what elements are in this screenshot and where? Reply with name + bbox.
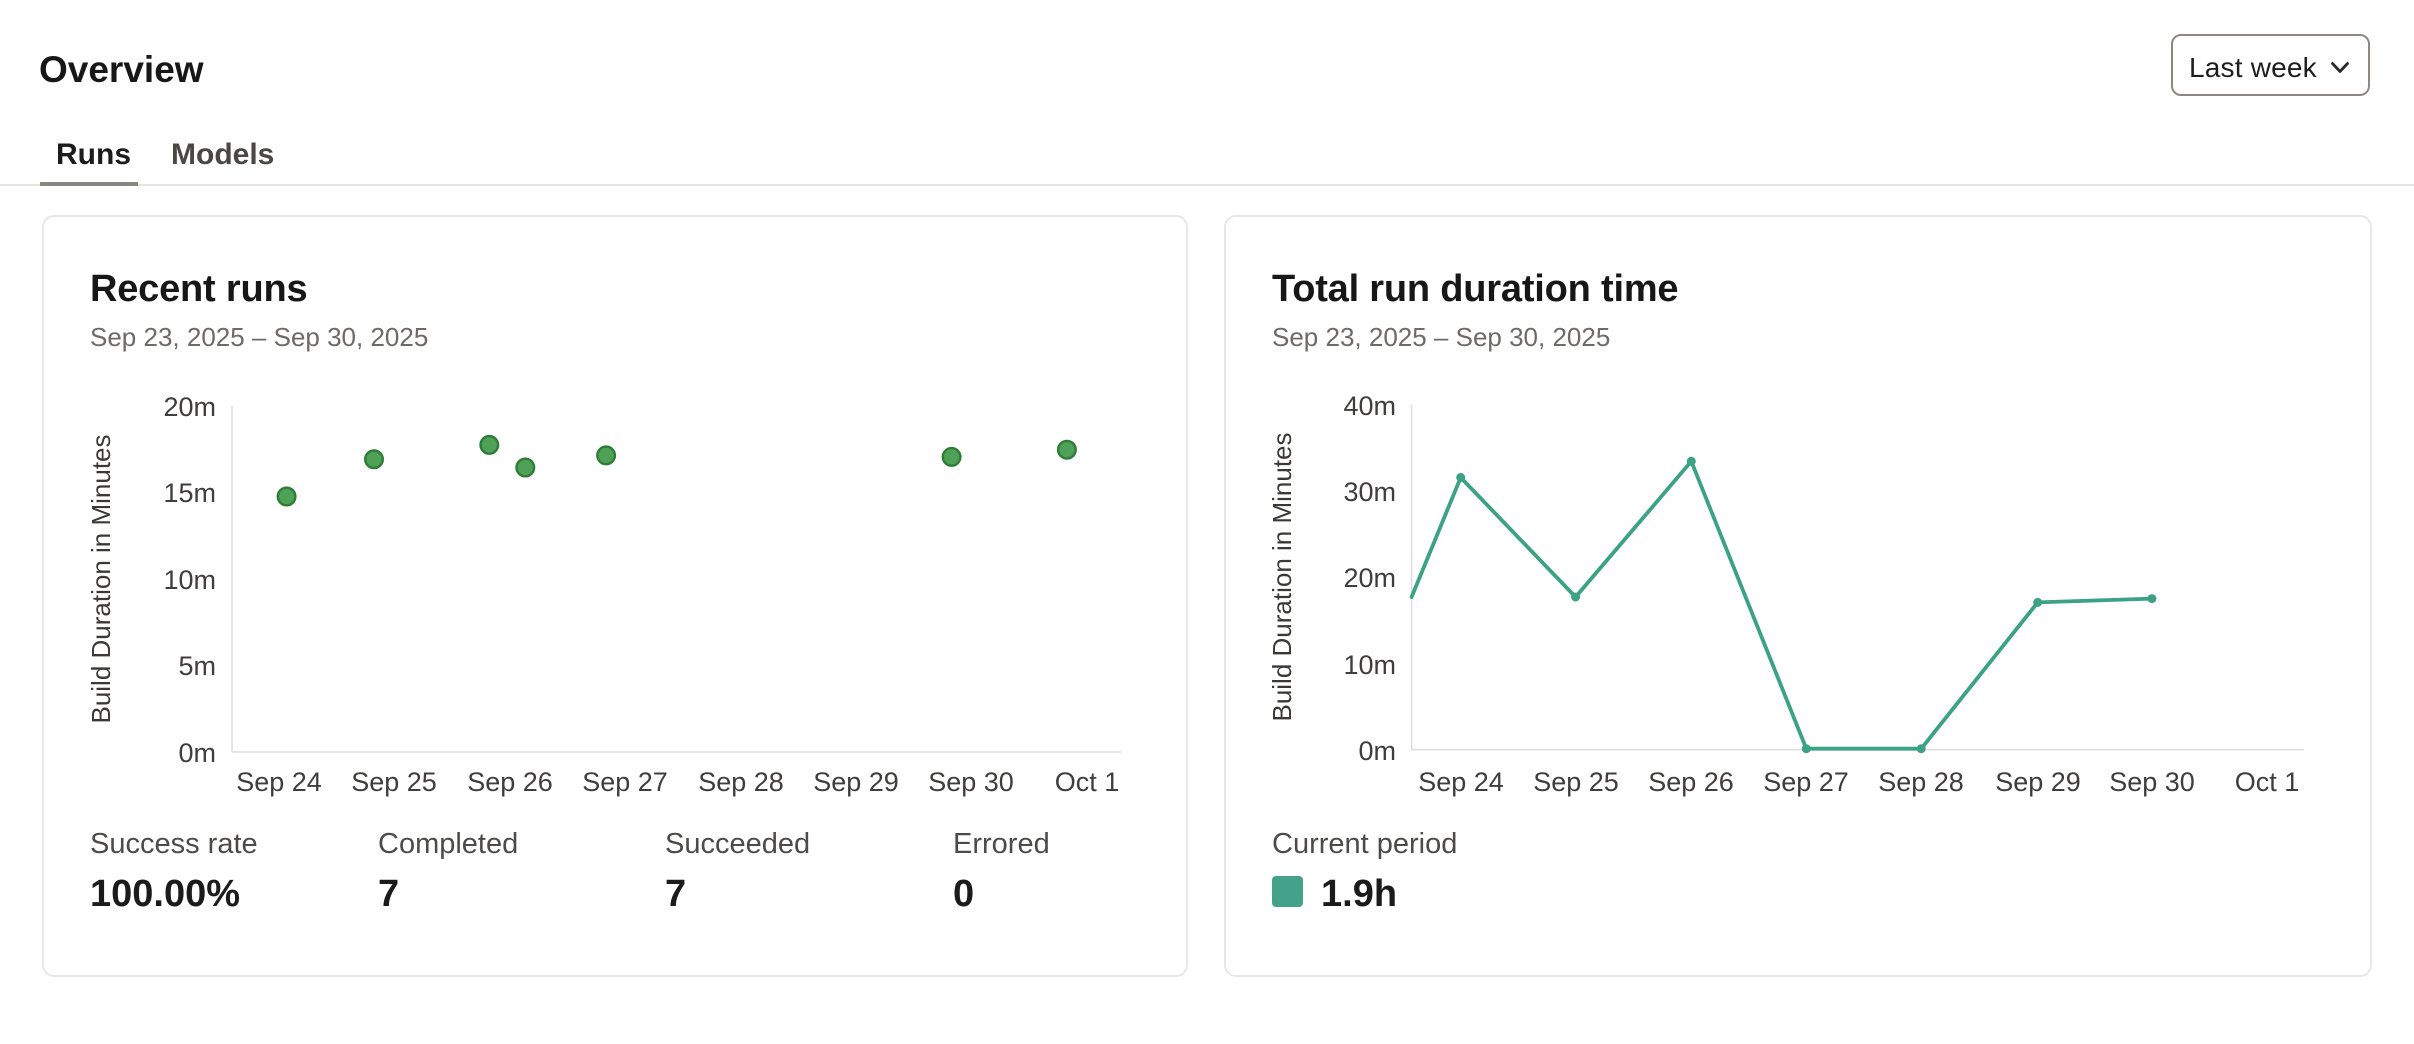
svg-text:Sep 26: Sep 26 <box>1648 767 1734 797</box>
svg-text:Sep 28: Sep 28 <box>1878 767 1964 797</box>
svg-text:10m: 10m <box>163 565 216 595</box>
svg-text:Sep 30: Sep 30 <box>928 767 1014 797</box>
svg-text:Sep 25: Sep 25 <box>1533 767 1619 797</box>
svg-text:Sep 24: Sep 24 <box>236 767 322 797</box>
svg-text:30m: 30m <box>1343 477 1396 507</box>
svg-text:Sep 27: Sep 27 <box>1763 767 1849 797</box>
svg-text:15m: 15m <box>163 478 216 508</box>
svg-text:20m: 20m <box>1343 563 1396 593</box>
svg-text:0m: 0m <box>1358 736 1396 766</box>
svg-text:Oct 1: Oct 1 <box>1055 767 1120 797</box>
svg-text:40m: 40m <box>1343 391 1396 421</box>
svg-text:Sep 30: Sep 30 <box>2109 767 2195 797</box>
svg-text:Sep 29: Sep 29 <box>1995 767 2081 797</box>
svg-text:Sep 24: Sep 24 <box>1418 767 1504 797</box>
svg-text:Sep 26: Sep 26 <box>467 767 553 797</box>
svg-text:5m: 5m <box>178 651 216 681</box>
svg-text:Build Duration in Minutes: Build Duration in Minutes <box>86 434 116 723</box>
svg-text:Sep 27: Sep 27 <box>582 767 668 797</box>
svg-text:Sep 29: Sep 29 <box>813 767 899 797</box>
svg-text:0m: 0m <box>178 738 216 768</box>
svg-text:Oct 1: Oct 1 <box>2235 767 2300 797</box>
svg-text:10m: 10m <box>1343 650 1396 680</box>
svg-text:Sep 25: Sep 25 <box>351 767 437 797</box>
svg-text:Build Duration in Minutes: Build Duration in Minutes <box>1267 432 1297 721</box>
svg-text:20m: 20m <box>163 392 216 422</box>
svg-text:Sep 28: Sep 28 <box>698 767 784 797</box>
